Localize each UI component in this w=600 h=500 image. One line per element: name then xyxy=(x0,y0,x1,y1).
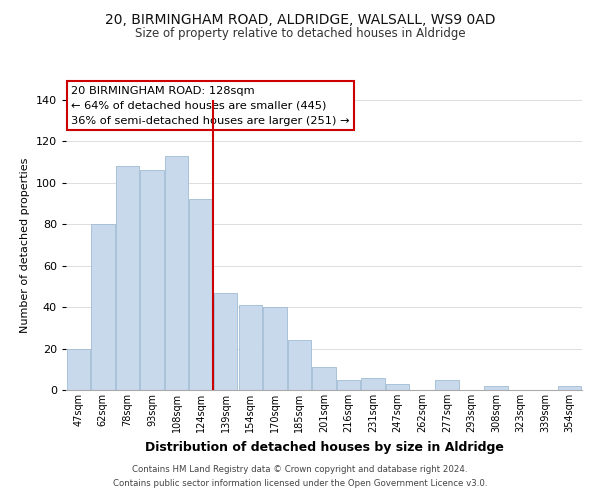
Bar xyxy=(288,340,311,390)
Bar xyxy=(313,367,335,390)
Bar xyxy=(91,224,115,390)
Bar xyxy=(337,380,360,390)
Bar xyxy=(165,156,188,390)
Bar xyxy=(484,386,508,390)
Text: 20 BIRMINGHAM ROAD: 128sqm
← 64% of detached houses are smaller (445)
36% of sem: 20 BIRMINGHAM ROAD: 128sqm ← 64% of deta… xyxy=(71,86,350,126)
Bar xyxy=(435,380,458,390)
Bar xyxy=(190,200,213,390)
Bar xyxy=(239,305,262,390)
Bar xyxy=(116,166,139,390)
Bar xyxy=(386,384,409,390)
Bar xyxy=(361,378,385,390)
Bar xyxy=(67,348,90,390)
Text: 20, BIRMINGHAM ROAD, ALDRIDGE, WALSALL, WS9 0AD: 20, BIRMINGHAM ROAD, ALDRIDGE, WALSALL, … xyxy=(105,12,495,26)
Text: Size of property relative to detached houses in Aldridge: Size of property relative to detached ho… xyxy=(134,28,466,40)
Bar xyxy=(214,292,238,390)
Bar xyxy=(263,307,287,390)
Bar xyxy=(558,386,581,390)
Text: Contains HM Land Registry data © Crown copyright and database right 2024.
Contai: Contains HM Land Registry data © Crown c… xyxy=(113,466,487,487)
X-axis label: Distribution of detached houses by size in Aldridge: Distribution of detached houses by size … xyxy=(145,440,503,454)
Bar xyxy=(140,170,164,390)
Y-axis label: Number of detached properties: Number of detached properties xyxy=(20,158,30,332)
